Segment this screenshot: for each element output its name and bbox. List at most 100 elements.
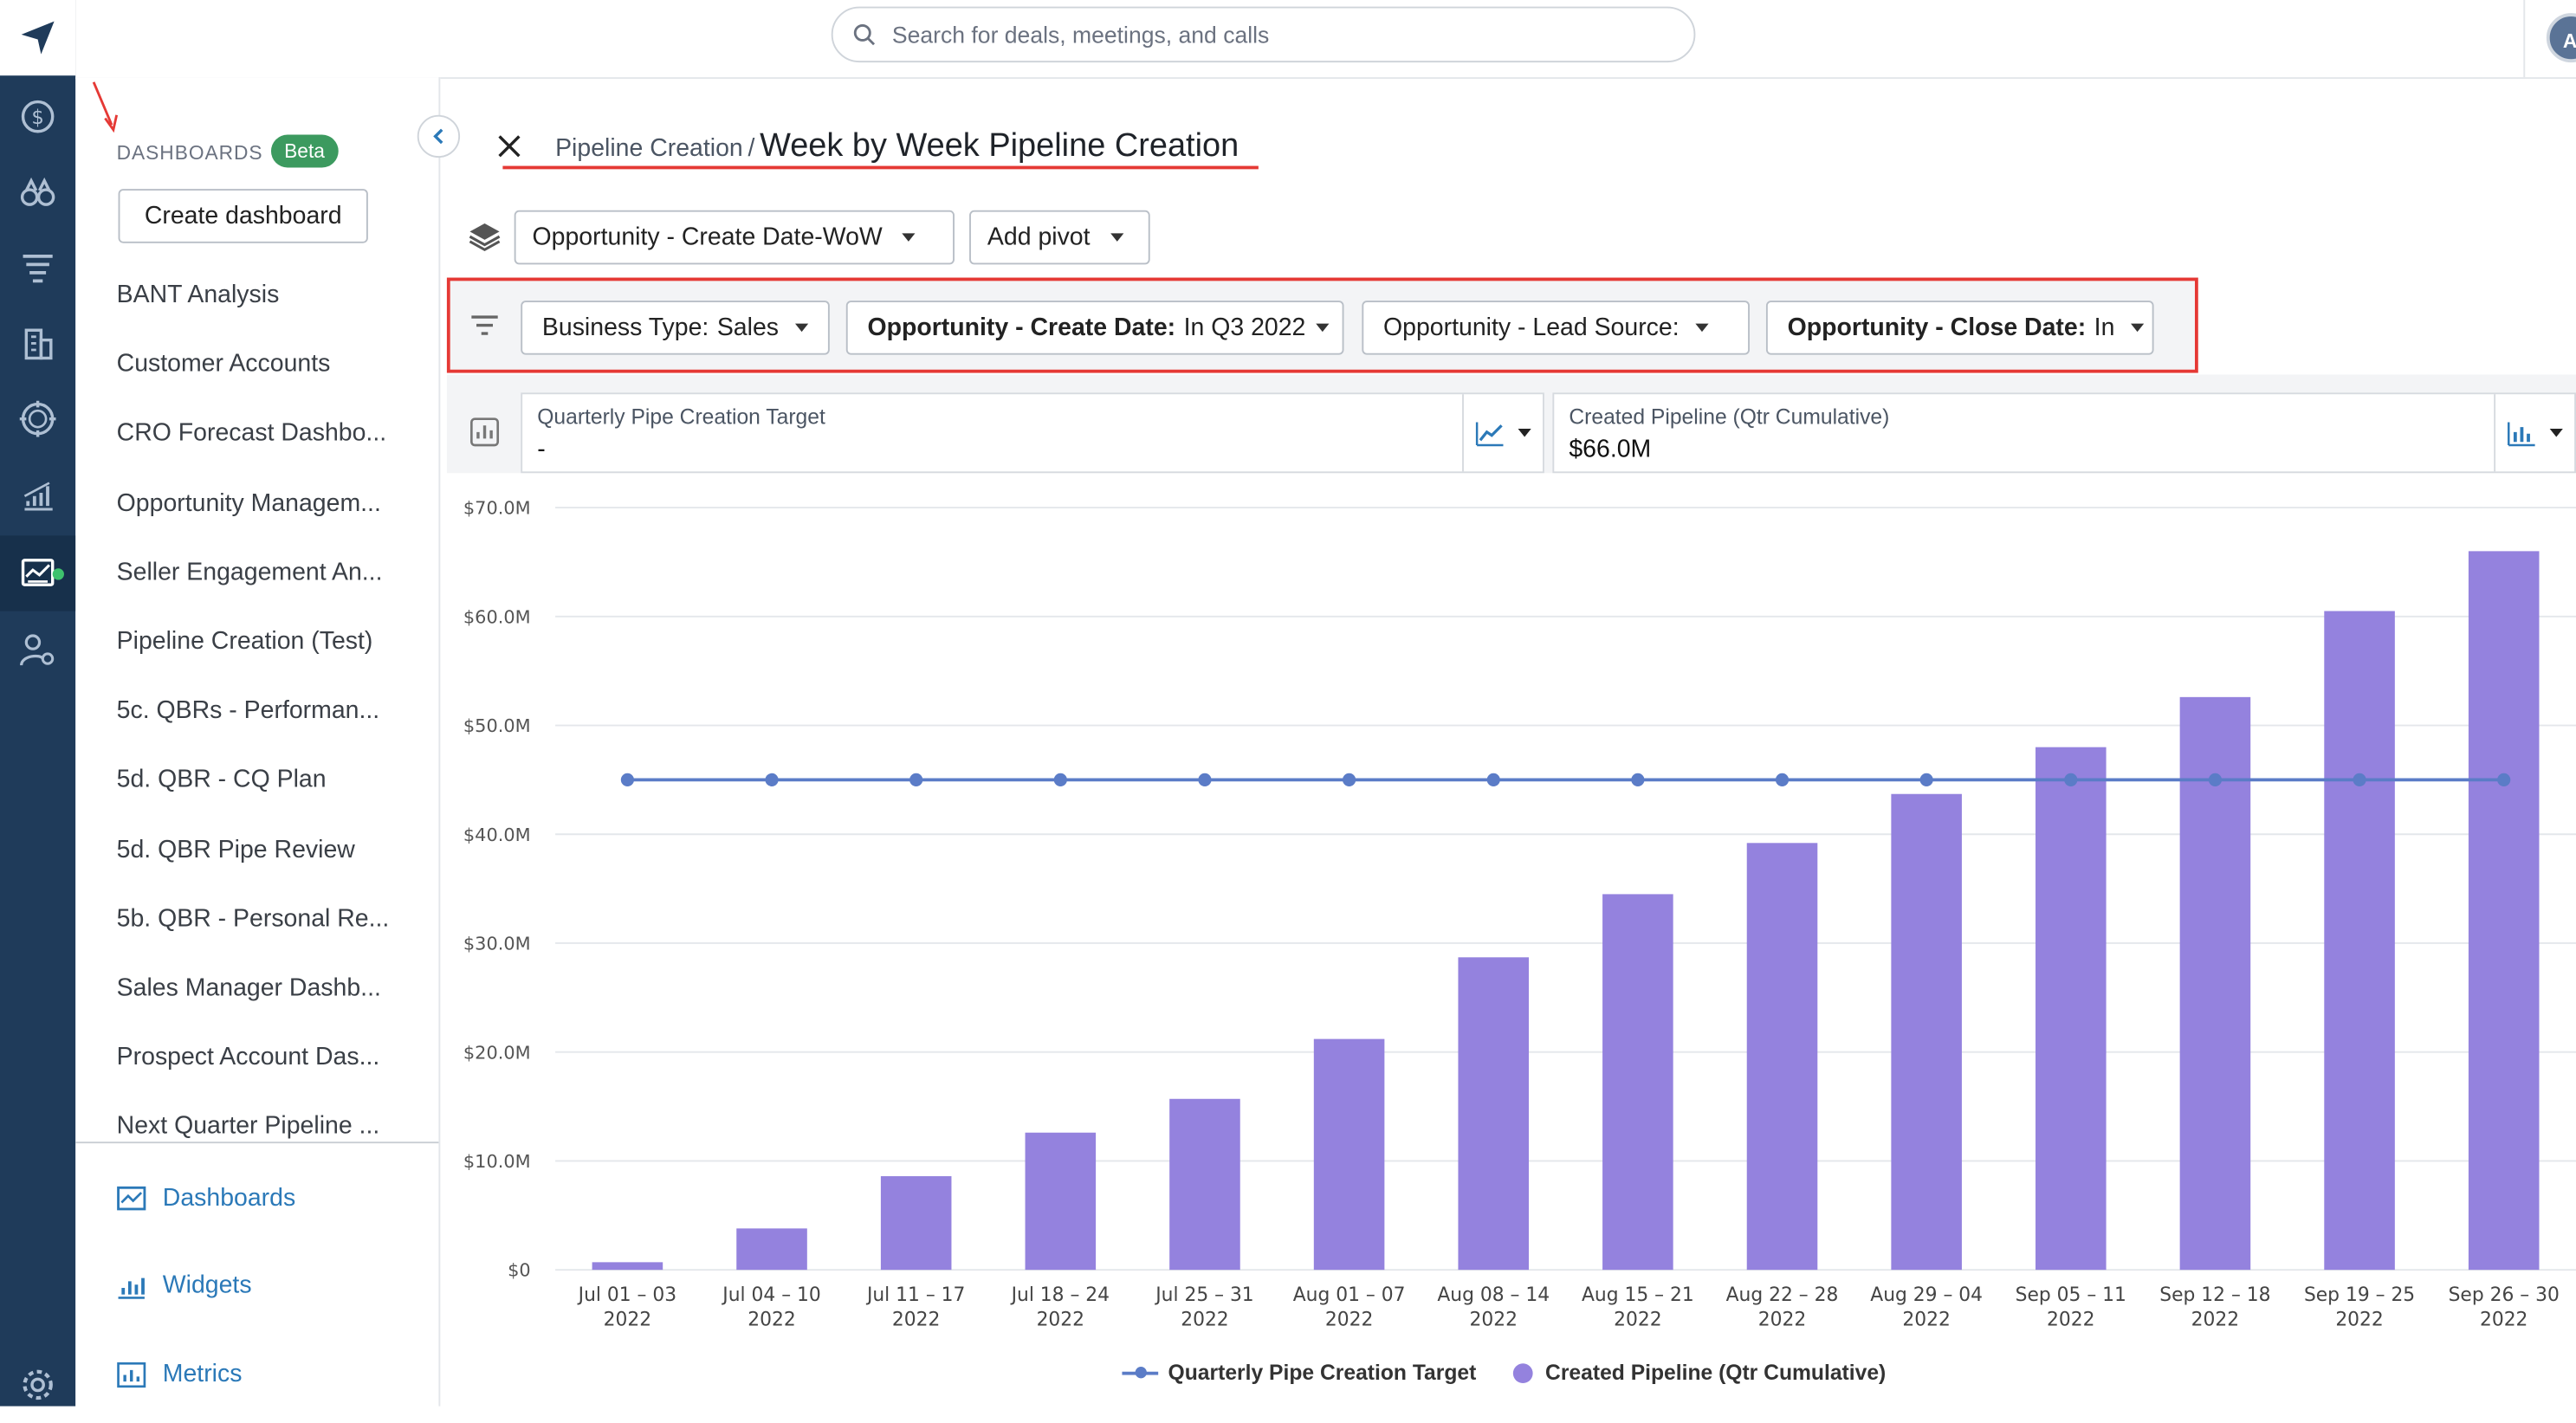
x-tick-year-label: 2022	[1037, 1310, 1084, 1331]
nav-dashboards[interactable]: Dashboards	[117, 1184, 296, 1213]
active-indicator-dot	[52, 568, 64, 580]
sidebar-item-sales-manager[interactable]: Sales Manager Dashb...	[116, 973, 381, 1002]
metric-card-created-pipeline[interactable]: Created Pipeline (Qtr Cumulative) $66.0M	[1552, 392, 2576, 474]
sidebar-item-seller-engagement[interactable]: Seller Engagement An...	[116, 558, 383, 586]
bar	[2324, 611, 2395, 1271]
legend-item-created-pipeline[interactable]: Created Pipeline (Qtr Cumulative)	[1512, 1360, 1887, 1385]
filter-create-date[interactable]: Opportunity - Create Date: In Q3 2022	[845, 301, 1344, 355]
settings-gear-icon[interactable]	[0, 1347, 75, 1422]
breadcrumb-parent[interactable]: Pipeline Creation	[555, 134, 743, 163]
grouping-dropdown[interactable]: Opportunity - Create Date-WoW	[514, 210, 955, 265]
chevron-down-icon	[1315, 323, 1329, 333]
target-point	[909, 773, 923, 786]
legend-line-marker-icon	[1122, 1366, 1159, 1378]
target-point	[620, 773, 634, 786]
bar	[1025, 1132, 1097, 1271]
bar	[2468, 551, 2540, 1271]
nav-widgets[interactable]: Widgets	[117, 1271, 252, 1299]
y-tick-label: $10.0M	[463, 1151, 531, 1172]
global-search[interactable]	[831, 6, 1696, 63]
filter-create-date-value: In Q3 2022	[1183, 314, 1306, 342]
x-tick-year-label: 2022	[2480, 1310, 2527, 1331]
metric-created-pipeline-label: Created Pipeline (Qtr Cumulative)	[1569, 404, 1890, 430]
collapse-sidebar-button[interactable]	[417, 114, 461, 158]
nav-dashboards-label: Dashboards	[162, 1184, 296, 1213]
deals-dollar-icon[interactable]: $	[0, 79, 75, 154]
filter-icon	[471, 315, 498, 335]
bar	[1891, 793, 1962, 1271]
create-dashboard-button[interactable]: Create dashboard	[118, 189, 368, 243]
pipeline-chart: $0 $10.0M $20.0M $30.0M $40.0M $50.0M $60.0M $7…	[440, 480, 2576, 1407]
topbar-divider	[2523, 0, 2526, 78]
y-tick-label: $20.0M	[463, 1042, 531, 1063]
dashboard-list: BANT Analysis Customer Accounts CRO Fore…	[117, 281, 421, 1181]
dashboards-rail-icon[interactable]	[0, 535, 76, 611]
bar	[1602, 894, 1673, 1271]
filter-close-date[interactable]: Opportunity - Close Date: In	[1765, 301, 2154, 355]
x-tick-label: Sep 12 – 18	[2159, 1284, 2270, 1306]
filter-lead-source[interactable]: Opportunity - Lead Source:	[1362, 301, 1750, 355]
metric-target-label: Quarterly Pipe Creation Target	[537, 404, 825, 430]
search-icon	[853, 23, 876, 46]
metric-card-target[interactable]: Quarterly Pipe Creation Target -	[521, 392, 1544, 474]
legend-created-pipeline-label: Created Pipeline (Qtr Cumulative)	[1545, 1360, 1887, 1385]
close-icon[interactable]	[496, 133, 522, 159]
chart-type-dropdown[interactable]	[2494, 394, 2574, 472]
x-tick-year-label: 2022	[604, 1310, 651, 1331]
sidebar-item-qbr-pipe-review[interactable]: 5d. QBR Pipe Review	[116, 835, 355, 864]
analytics-icon[interactable]	[0, 458, 75, 534]
sidebar-item-qbr-personal[interactable]: 5b. QBR - Personal Re...	[116, 904, 390, 933]
metric-target-value: -	[537, 435, 546, 463]
dashboards-icon	[117, 1185, 146, 1210]
sidebar-item-bant-analysis[interactable]: BANT Analysis	[116, 281, 280, 309]
filter-business-type-value: Sales	[716, 314, 780, 342]
sidebar-item-next-quarter-pipeline[interactable]: Next Quarter Pipeline ...	[116, 1112, 380, 1141]
top-bar: AI	[75, 0, 2576, 80]
sidebar-item-cro-forecast[interactable]: CRO Forecast Dashbo...	[116, 419, 387, 448]
x-tick-year-label: 2022	[2191, 1310, 2239, 1331]
breadcrumb: Pipeline Creation / Week by Week Pipeline …	[555, 128, 1239, 166]
legend-item-target[interactable]: Quarterly Pipe Creation Target	[1122, 1360, 1476, 1385]
building-icon[interactable]	[0, 306, 75, 381]
chevron-down-icon	[902, 233, 916, 242]
filter-business-type[interactable]: Business Type: Sales	[521, 301, 830, 355]
y-tick-label: $70.0M	[463, 498, 531, 519]
app-logo-icon[interactable]	[0, 0, 76, 76]
nav-metrics[interactable]: Metrics	[117, 1360, 243, 1388]
x-tick-label: Sep 19 – 25	[2304, 1284, 2415, 1306]
x-tick-year-label: 2022	[1325, 1310, 1373, 1331]
x-tick-label: Jul 25 – 31	[1154, 1284, 1253, 1306]
x-tick-label: Aug 08 – 14	[1437, 1284, 1550, 1306]
chart-type-dropdown[interactable]	[1462, 394, 1543, 472]
breadcrumb-separator: /	[748, 134, 755, 163]
nav-metrics-label: Metrics	[162, 1360, 243, 1388]
metric-created-pipeline-value: $66.0M	[1569, 435, 1652, 463]
filter-lead-source-value: Opportunity - Lead Source:	[1383, 314, 1680, 342]
bar-chart-icon	[2508, 421, 2535, 446]
search-input[interactable]	[889, 19, 1619, 49]
user-settings-icon[interactable]	[0, 612, 75, 688]
x-tick-year-label: 2022	[1758, 1310, 1806, 1331]
sidebar-item-qbr-cq-plan[interactable]: 5d. QBR - CQ Plan	[116, 766, 327, 794]
bar	[1746, 843, 1818, 1271]
funnel-icon[interactable]	[0, 230, 75, 306]
chevron-left-icon	[433, 128, 443, 145]
sidebar-item-opportunity-management[interactable]: Opportunity Managem...	[116, 488, 381, 517]
target-point	[1053, 773, 1067, 786]
chevron-down-icon	[1518, 429, 1531, 437]
binoculars-icon[interactable]	[0, 154, 75, 230]
x-tick-year-label: 2022	[2335, 1310, 2383, 1331]
widgets-icon	[118, 1277, 145, 1298]
x-tick-year-label: 2022	[1614, 1310, 1661, 1331]
sidebar-item-pipeline-creation-test[interactable]: Pipeline Creation (Test)	[116, 627, 373, 656]
x-tick-label: Sep 26 – 30	[2449, 1284, 2560, 1306]
user-avatar[interactable]: AI	[2546, 13, 2576, 63]
forecast-icon[interactable]	[0, 381, 75, 456]
sidebar-item-qbrs-performance[interactable]: 5c. QBRs - Performan...	[116, 696, 380, 725]
sidebar-item-prospect-account[interactable]: Prospect Account Das...	[116, 1043, 380, 1071]
sidebar-section-title: DASHBOARDS	[116, 141, 263, 165]
x-tick-year-label: 2022	[2047, 1310, 2094, 1331]
metric-selector-row: Quarterly Pipe Creation Target - Created…	[446, 374, 2576, 474]
sidebar-item-customer-accounts[interactable]: Customer Accounts	[116, 350, 331, 378]
add-pivot-dropdown[interactable]: Add pivot	[969, 210, 1150, 265]
